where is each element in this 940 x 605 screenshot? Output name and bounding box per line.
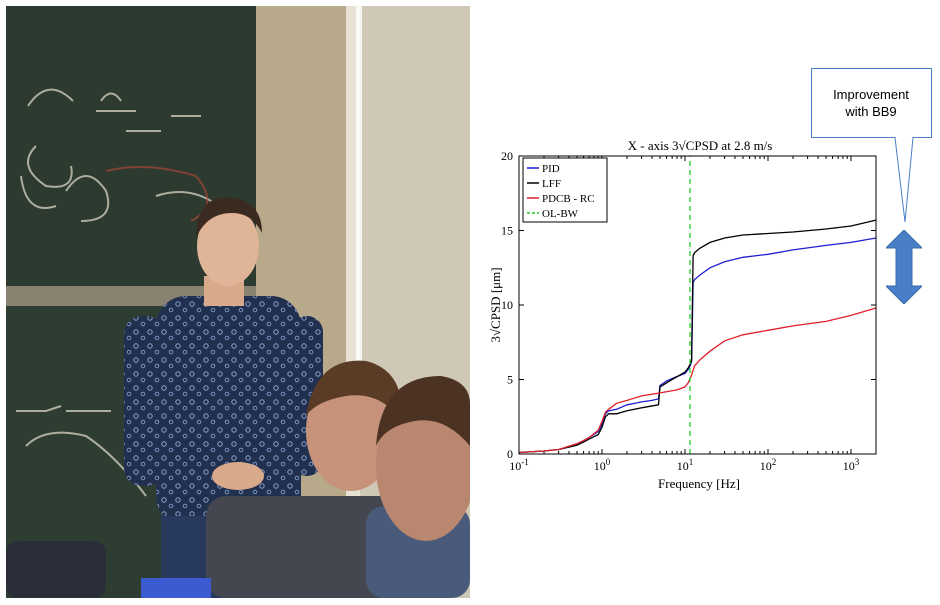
- y-tick-label: 15: [501, 224, 513, 238]
- legend-label: OL-BW: [542, 208, 579, 220]
- lecture-photo-illustration: [6, 6, 470, 598]
- x-tick-label: 102: [760, 457, 777, 473]
- y-tick-label: 5: [507, 373, 513, 387]
- y-tick-label: 10: [501, 298, 513, 312]
- plot-frame: [518, 155, 877, 455]
- callout-text: Improvement with BB9: [811, 86, 931, 120]
- x-axis-label: Frequency [Hz]: [658, 476, 740, 491]
- callout-line-1: Improvement: [833, 87, 909, 102]
- series-line-pid: [518, 237, 877, 454]
- series-line-pdcb-rc: [518, 307, 877, 454]
- callout-line-2: with BB9: [845, 104, 897, 119]
- y-tick-label: 20: [501, 149, 513, 163]
- x-tick-label: 103: [843, 457, 860, 473]
- y-tick-label: 0: [507, 447, 513, 461]
- legend-label: LFF: [542, 178, 561, 190]
- double-arrow-icon: [886, 230, 922, 304]
- x-tick-label: 10-1: [509, 457, 529, 473]
- legend-label: PDCB - RC: [542, 193, 595, 205]
- legend-label: PID: [542, 163, 560, 175]
- improvement-callout: [811, 68, 932, 223]
- cpsd-chart-svg: X - axis 3√CPSD at 2.8 m/s Frequency [Hz…: [488, 138, 877, 491]
- x-tick-label: 100: [594, 457, 611, 473]
- lecture-photo: [6, 6, 470, 598]
- x-tick-label: 101: [677, 457, 694, 473]
- y-axis-label: 3√CPSD [μm]: [488, 267, 503, 342]
- cpsd-chart: X - axis 3√CPSD at 2.8 m/s Frequency [Hz…: [480, 130, 890, 500]
- chart-title: X - axis 3√CPSD at 2.8 m/s: [628, 138, 773, 153]
- series-line-lff: [518, 219, 877, 454]
